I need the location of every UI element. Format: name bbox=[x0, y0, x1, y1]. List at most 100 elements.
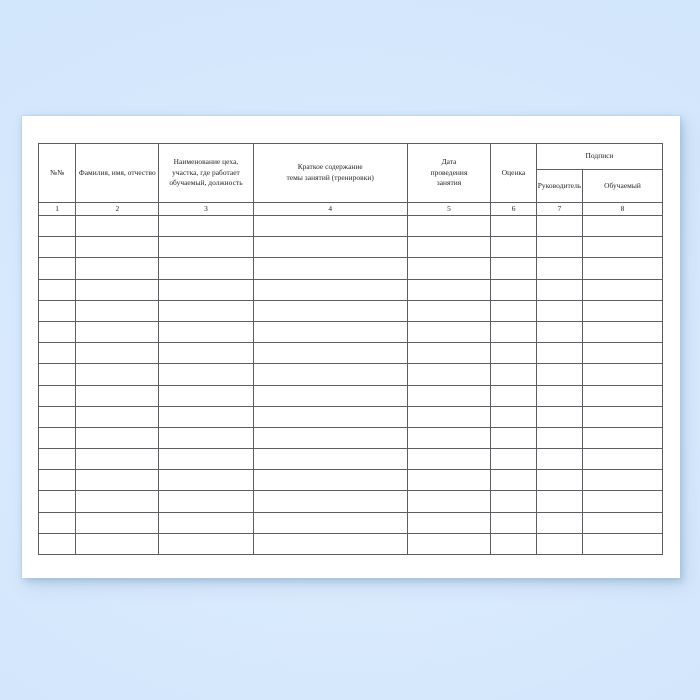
table-row[interactable] bbox=[37, 532, 663, 556]
table-cell-col-4[interactable] bbox=[252, 426, 408, 450]
table-cell-col-5[interactable] bbox=[406, 405, 492, 428]
table-cell-col-7[interactable] bbox=[536, 257, 584, 280]
table-cell-col-3[interactable] bbox=[158, 448, 254, 471]
table-row[interactable] bbox=[37, 405, 663, 428]
table-cell-col-4[interactable] bbox=[252, 405, 408, 428]
table-cell-col-4[interactable] bbox=[252, 299, 408, 322]
table-cell-col-8[interactable] bbox=[582, 511, 663, 534]
table-cell-col-7[interactable] bbox=[536, 278, 584, 301]
table-cell-col-5[interactable] bbox=[406, 384, 492, 407]
table-cell-col-6[interactable] bbox=[490, 405, 538, 428]
table-cell-col-7[interactable] bbox=[536, 299, 584, 322]
table-cell-col-8[interactable] bbox=[582, 426, 663, 450]
table-cell-col-4[interactable] bbox=[252, 490, 408, 513]
table-cell-col-7[interactable] bbox=[536, 342, 584, 365]
table-cell-col-8[interactable] bbox=[582, 469, 663, 492]
table-cell-col-5[interactable] bbox=[406, 426, 492, 450]
table-cell-col-1[interactable] bbox=[37, 342, 77, 365]
table-cell-col-8[interactable] bbox=[582, 448, 663, 471]
table-cell-col-8[interactable] bbox=[582, 278, 663, 301]
table-cell-col-2[interactable] bbox=[75, 405, 160, 428]
table-row[interactable] bbox=[37, 448, 663, 471]
table-cell-col-3[interactable] bbox=[158, 405, 254, 428]
table-row[interactable] bbox=[37, 342, 663, 365]
table-cell-col-8[interactable] bbox=[582, 363, 663, 386]
table-row[interactable] bbox=[37, 490, 663, 513]
table-cell-col-1[interactable] bbox=[37, 257, 77, 280]
table-cell-col-7[interactable] bbox=[536, 236, 584, 259]
table-cell-col-2[interactable] bbox=[75, 320, 160, 344]
table-cell-col-8[interactable] bbox=[582, 214, 663, 238]
table-cell-col-2[interactable] bbox=[75, 236, 160, 259]
table-row[interactable] bbox=[37, 363, 663, 386]
table-cell-col-7[interactable] bbox=[536, 511, 584, 534]
table-cell-col-5[interactable] bbox=[406, 320, 492, 344]
table-cell-col-1[interactable] bbox=[37, 469, 77, 492]
table-cell-col-2[interactable] bbox=[75, 278, 160, 301]
table-cell-col-1[interactable] bbox=[37, 448, 77, 471]
table-cell-col-7[interactable] bbox=[536, 469, 584, 492]
table-cell-col-6[interactable] bbox=[490, 490, 538, 513]
table-cell-col-6[interactable] bbox=[490, 448, 538, 471]
table-row[interactable] bbox=[37, 426, 663, 450]
table-cell-col-1[interactable] bbox=[37, 511, 77, 534]
table-cell-col-2[interactable] bbox=[75, 257, 160, 280]
table-cell-col-6[interactable] bbox=[490, 469, 538, 492]
table-cell-col-5[interactable] bbox=[406, 363, 492, 386]
table-cell-col-1[interactable] bbox=[37, 384, 77, 407]
table-cell-col-6[interactable] bbox=[490, 342, 538, 365]
table-cell-col-2[interactable] bbox=[75, 363, 160, 386]
table-cell-col-6[interactable] bbox=[490, 320, 538, 344]
table-cell-col-5[interactable] bbox=[406, 236, 492, 259]
table-cell-col-1[interactable] bbox=[37, 320, 77, 344]
table-cell-col-8[interactable] bbox=[582, 299, 663, 322]
table-cell-col-8[interactable] bbox=[582, 342, 663, 365]
table-cell-col-4[interactable] bbox=[252, 511, 408, 534]
table-cell-col-8[interactable] bbox=[582, 532, 663, 556]
table-row[interactable] bbox=[37, 214, 663, 238]
table-cell-col-7[interactable] bbox=[536, 214, 584, 238]
table-cell-col-5[interactable] bbox=[406, 299, 492, 322]
table-cell-col-8[interactable] bbox=[582, 320, 663, 344]
table-cell-col-4[interactable] bbox=[252, 448, 408, 471]
table-cell-col-1[interactable] bbox=[37, 363, 77, 386]
table-row[interactable] bbox=[37, 469, 663, 492]
table-cell-col-3[interactable] bbox=[158, 384, 254, 407]
table-row[interactable] bbox=[37, 320, 663, 344]
table-cell-col-1[interactable] bbox=[37, 299, 77, 322]
table-cell-col-3[interactable] bbox=[158, 236, 254, 259]
table-cell-col-5[interactable] bbox=[406, 214, 492, 238]
table-row[interactable] bbox=[37, 236, 663, 259]
table-cell-col-1[interactable] bbox=[37, 490, 77, 513]
table-cell-col-6[interactable] bbox=[490, 532, 538, 556]
table-cell-col-1[interactable] bbox=[37, 214, 77, 238]
table-cell-col-2[interactable] bbox=[75, 511, 160, 534]
table-cell-col-3[interactable] bbox=[158, 363, 254, 386]
table-cell-col-5[interactable] bbox=[406, 342, 492, 365]
table-cell-col-2[interactable] bbox=[75, 426, 160, 450]
table-cell-col-5[interactable] bbox=[406, 511, 492, 534]
table-cell-col-2[interactable] bbox=[75, 384, 160, 407]
table-row[interactable] bbox=[37, 511, 663, 534]
table-cell-col-3[interactable] bbox=[158, 278, 254, 301]
table-cell-col-3[interactable] bbox=[158, 342, 254, 365]
table-row[interactable] bbox=[37, 299, 663, 322]
table-cell-col-1[interactable] bbox=[37, 532, 77, 556]
table-cell-col-8[interactable] bbox=[582, 490, 663, 513]
table-cell-col-1[interactable] bbox=[37, 405, 77, 428]
table-cell-col-3[interactable] bbox=[158, 532, 254, 556]
table-cell-col-5[interactable] bbox=[406, 448, 492, 471]
table-cell-col-3[interactable] bbox=[158, 490, 254, 513]
table-cell-col-1[interactable] bbox=[37, 236, 77, 259]
table-cell-col-5[interactable] bbox=[406, 490, 492, 513]
table-cell-col-2[interactable] bbox=[75, 342, 160, 365]
table-cell-col-4[interactable] bbox=[252, 320, 408, 344]
table-cell-col-8[interactable] bbox=[582, 405, 663, 428]
table-cell-col-4[interactable] bbox=[252, 469, 408, 492]
table-cell-col-4[interactable] bbox=[252, 532, 408, 556]
table-cell-col-6[interactable] bbox=[490, 511, 538, 534]
table-cell-col-5[interactable] bbox=[406, 469, 492, 492]
table-cell-col-5[interactable] bbox=[406, 257, 492, 280]
table-cell-col-3[interactable] bbox=[158, 257, 254, 280]
table-cell-col-5[interactable] bbox=[406, 532, 492, 556]
